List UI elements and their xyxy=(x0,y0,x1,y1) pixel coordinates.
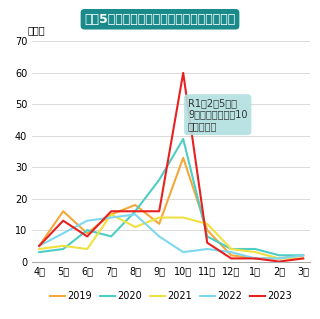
2021 xyxy=(37,247,41,251)
2019 xyxy=(229,253,233,257)
2020 xyxy=(229,247,233,251)
Line: 2019: 2019 xyxy=(39,158,303,258)
2023 xyxy=(61,219,65,223)
2019 xyxy=(157,222,161,226)
2023 xyxy=(253,256,257,260)
2019 xyxy=(181,156,185,160)
2021 xyxy=(277,256,281,260)
2023 xyxy=(109,209,113,213)
Line: 2021: 2021 xyxy=(39,214,303,258)
2021 xyxy=(181,216,185,219)
2021 xyxy=(133,225,137,229)
2021 xyxy=(61,244,65,248)
2022 xyxy=(37,244,41,248)
2022 xyxy=(205,247,209,251)
Text: R1、2、5年度
9月以降に増加。10
月が最多。: R1、2、5年度 9月以降に増加。10 月が最多。 xyxy=(188,98,247,131)
2022 xyxy=(109,216,113,219)
2022 xyxy=(61,231,65,235)
Legend: 2019, 2020, 2021, 2022, 2023: 2019, 2020, 2021, 2022, 2023 xyxy=(46,287,296,305)
2021 xyxy=(229,247,233,251)
2022 xyxy=(181,250,185,254)
2022 xyxy=(277,256,281,260)
2020 xyxy=(133,209,137,213)
2021 xyxy=(205,222,209,226)
2023 xyxy=(181,71,185,75)
Line: 2022: 2022 xyxy=(39,214,303,258)
2019 xyxy=(301,253,305,257)
2019 xyxy=(61,209,65,213)
2021 xyxy=(85,247,89,251)
2020 xyxy=(61,247,65,251)
2020 xyxy=(253,247,257,251)
2022 xyxy=(301,253,305,257)
2021 xyxy=(253,250,257,254)
2022 xyxy=(85,219,89,223)
2022 xyxy=(229,250,233,254)
2020 xyxy=(205,234,209,238)
2020 xyxy=(85,228,89,232)
2023 xyxy=(205,241,209,245)
2023 xyxy=(133,209,137,213)
Line: 2023: 2023 xyxy=(39,73,303,262)
2021 xyxy=(157,216,161,219)
2023 xyxy=(229,256,233,260)
Text: （件）: （件） xyxy=(27,25,45,35)
Line: 2020: 2020 xyxy=(39,139,303,255)
2020 xyxy=(181,137,185,141)
2020 xyxy=(301,253,305,257)
2022 xyxy=(157,234,161,238)
2020 xyxy=(157,178,161,182)
2022 xyxy=(133,212,137,216)
2023 xyxy=(301,256,305,260)
2019 xyxy=(109,212,113,216)
2021 xyxy=(109,212,113,216)
2021 xyxy=(301,256,305,260)
2019 xyxy=(37,244,41,248)
2023 xyxy=(157,209,161,213)
2023 xyxy=(85,234,89,238)
2022 xyxy=(253,256,257,260)
2019 xyxy=(253,256,257,260)
2023 xyxy=(37,244,41,248)
2019 xyxy=(133,203,137,207)
2020 xyxy=(109,234,113,238)
2020 xyxy=(37,250,41,254)
2019 xyxy=(277,256,281,260)
2019 xyxy=(85,231,89,235)
Text: 直近5年のクマによる人身被害件数（月別）: 直近5年のクマによる人身被害件数（月別） xyxy=(84,13,236,26)
2019 xyxy=(205,228,209,232)
2023 xyxy=(277,260,281,263)
2020 xyxy=(277,253,281,257)
